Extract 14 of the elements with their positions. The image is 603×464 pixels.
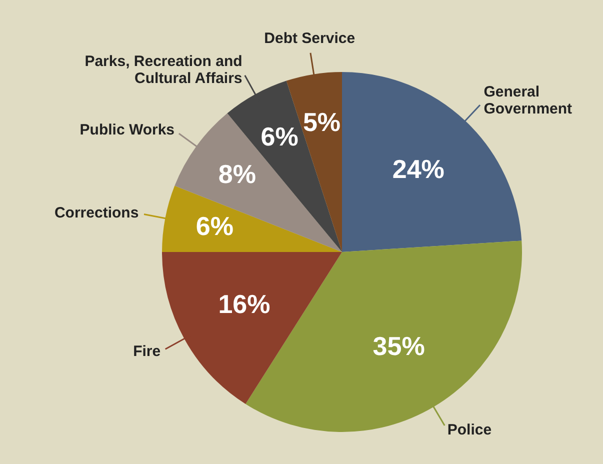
- slice-label: Public Works: [80, 121, 175, 138]
- data-label: 8%: [218, 158, 256, 189]
- data-label: 6%: [260, 122, 298, 152]
- slice-label: Police: [447, 421, 492, 438]
- data-label: 24%: [392, 154, 444, 184]
- slice-label: Debt Service: [264, 30, 356, 48]
- slice-label: Parks, Recreation and Cultural Affairs: [84, 53, 242, 88]
- data-label: 5%: [302, 107, 341, 138]
- slice-label: General Government: [484, 84, 572, 118]
- data-label: 6%: [196, 210, 234, 241]
- slice-label: Corrections: [54, 204, 139, 222]
- data-label: 35%: [372, 331, 425, 362]
- data-label: 16%: [218, 288, 270, 319]
- slice-label: Fire: [133, 342, 161, 360]
